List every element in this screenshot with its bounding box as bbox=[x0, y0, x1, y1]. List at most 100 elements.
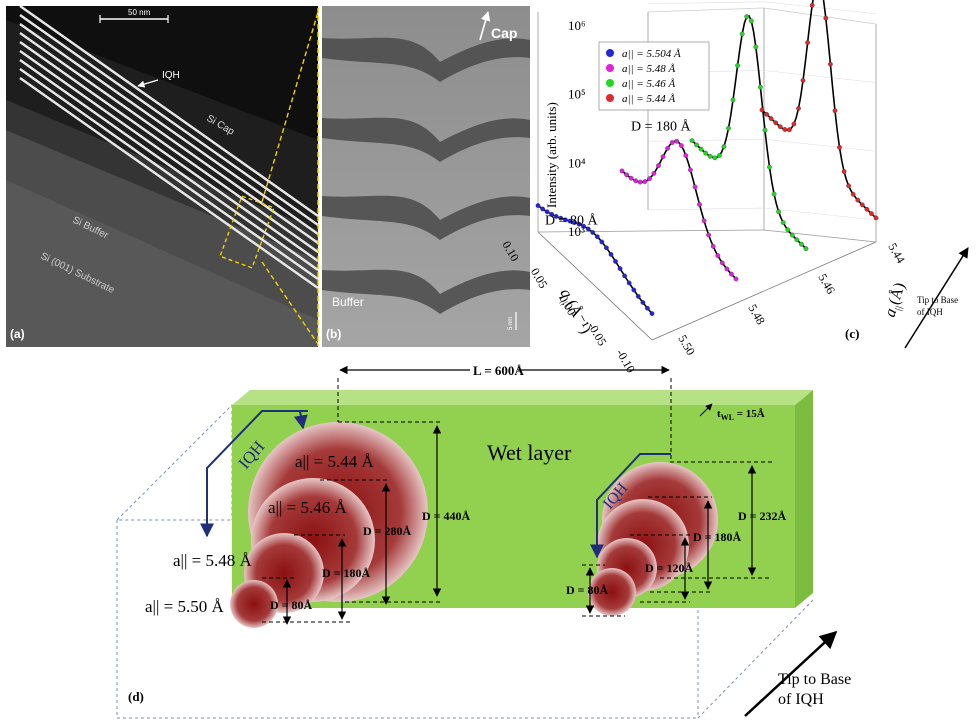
data-point bbox=[585, 226, 591, 232]
panel-d-arrow-text-1: Tip to Base bbox=[778, 671, 851, 688]
data-point bbox=[789, 232, 795, 238]
z-tick-label: 10⁵ bbox=[568, 87, 586, 102]
size-label: D = 80 Å bbox=[545, 212, 599, 228]
gridline bbox=[647, 138, 765, 142]
data-point bbox=[739, 31, 745, 37]
panel-c-label: (c) bbox=[845, 326, 859, 341]
data-point bbox=[730, 97, 736, 103]
data-point bbox=[758, 84, 763, 90]
data-point bbox=[563, 217, 568, 223]
data-point bbox=[787, 127, 792, 133]
data-point bbox=[850, 191, 856, 197]
panel-b-scale-label: 5 nm bbox=[508, 317, 514, 330]
data-point bbox=[785, 227, 791, 233]
panel-c-zlabel: Intensity (arb. units) bbox=[544, 102, 559, 208]
panel-d-schematic: Wet layer tWL = 15Å L = 600Å bbox=[115, 363, 851, 719]
data-point bbox=[599, 239, 605, 245]
legend-entry: a|| = 5.44 Å bbox=[622, 93, 675, 105]
data-point bbox=[581, 223, 586, 229]
data-point bbox=[767, 164, 772, 170]
t-wl-label: tWL = 15Å bbox=[717, 408, 765, 422]
panel-b-label: (b) bbox=[326, 327, 341, 341]
data-point bbox=[846, 183, 851, 189]
gridline bbox=[647, 1, 765, 5]
y-tick-label: 5.46 bbox=[815, 271, 838, 296]
sem-stripe bbox=[19, 77, 318, 289]
data-point bbox=[837, 144, 842, 150]
data-point bbox=[710, 244, 716, 249]
gridline bbox=[763, 138, 877, 152]
left-a-label-548: a|| = 5.48 Å bbox=[173, 551, 252, 570]
data-point bbox=[777, 124, 783, 130]
data-point bbox=[791, 121, 797, 127]
left-a-label-544: a|| = 5.44 Å bbox=[295, 452, 374, 471]
data-point bbox=[719, 260, 725, 266]
data-point bbox=[773, 120, 779, 126]
data-point bbox=[828, 61, 833, 67]
data-point bbox=[721, 144, 727, 149]
data-point bbox=[794, 237, 800, 243]
sem-stripe bbox=[19, 23, 318, 235]
data-point bbox=[558, 215, 564, 221]
data-point bbox=[701, 218, 707, 224]
right-d-label-80: D = 80Å bbox=[566, 583, 609, 597]
data-point bbox=[706, 232, 711, 238]
left-d-label-280: D = 280Å bbox=[363, 524, 412, 538]
data-point bbox=[776, 209, 781, 215]
left-a-label-546: a|| = 5.46 Å bbox=[268, 498, 347, 517]
data-point bbox=[535, 203, 541, 208]
data-point bbox=[832, 108, 838, 114]
data-point bbox=[698, 146, 704, 152]
legend-marker bbox=[606, 64, 614, 72]
panel-d-tip-base-arrow bbox=[744, 630, 838, 717]
sem-stripe bbox=[19, 59, 318, 271]
panel-c-ylabel: a||(Å) bbox=[881, 280, 911, 320]
panel-b-cap-label: Cap bbox=[491, 25, 517, 41]
panel-a-sem-image bbox=[6, 6, 318, 347]
data-point bbox=[540, 206, 545, 212]
data-point bbox=[576, 221, 582, 227]
sem-stripe bbox=[19, 6, 318, 217]
data-point bbox=[859, 202, 865, 208]
data-point bbox=[572, 220, 577, 225]
sem-stripe bbox=[19, 32, 318, 244]
data-point bbox=[649, 311, 655, 316]
data-point bbox=[726, 125, 731, 131]
data-point bbox=[624, 172, 629, 178]
data-point bbox=[873, 215, 879, 221]
data-point bbox=[748, 18, 754, 24]
data-point bbox=[707, 153, 713, 159]
panel-b-tem-image bbox=[322, 6, 530, 347]
data-point bbox=[692, 184, 698, 190]
data-point bbox=[762, 127, 768, 133]
data-point bbox=[796, 106, 801, 111]
data-point bbox=[549, 211, 555, 217]
data-point bbox=[660, 154, 666, 160]
sem-stripe bbox=[19, 14, 318, 226]
data-point bbox=[642, 179, 648, 184]
data-point bbox=[683, 153, 689, 158]
data-point bbox=[622, 273, 627, 279]
data-point bbox=[799, 241, 804, 247]
legend-entry: a|| = 5.48 Å bbox=[622, 63, 675, 75]
data-point bbox=[823, 15, 829, 21]
panel-c-legend: a|| = 5.504 Å a|| = 5.48 Å a|| = 5.46 Å a||… bbox=[598, 41, 710, 111]
l-dimension-label: L = 600Å bbox=[473, 363, 524, 378]
size-label: D = 180 Å bbox=[631, 119, 692, 135]
right-d-label-120: D = 120Å bbox=[645, 561, 694, 575]
legend-entry: a|| = 5.504 Å bbox=[622, 48, 681, 60]
data-point bbox=[613, 259, 618, 264]
data-point bbox=[703, 150, 709, 156]
data-point bbox=[809, 2, 815, 8]
data-point bbox=[764, 111, 769, 117]
right-d-label-180: D = 180Å bbox=[693, 530, 742, 544]
data-point bbox=[665, 145, 670, 151]
data-point bbox=[640, 300, 646, 305]
data-point bbox=[590, 230, 596, 235]
legend-marker bbox=[606, 94, 614, 102]
data-point bbox=[633, 178, 639, 184]
data-point bbox=[604, 245, 609, 251]
data-point bbox=[715, 253, 721, 258]
data-point bbox=[544, 209, 550, 215]
data-point bbox=[694, 142, 699, 148]
